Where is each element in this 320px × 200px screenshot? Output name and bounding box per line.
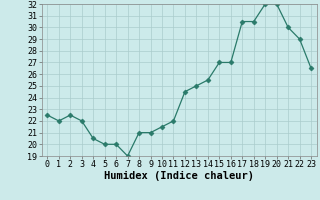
X-axis label: Humidex (Indice chaleur): Humidex (Indice chaleur): [104, 171, 254, 181]
